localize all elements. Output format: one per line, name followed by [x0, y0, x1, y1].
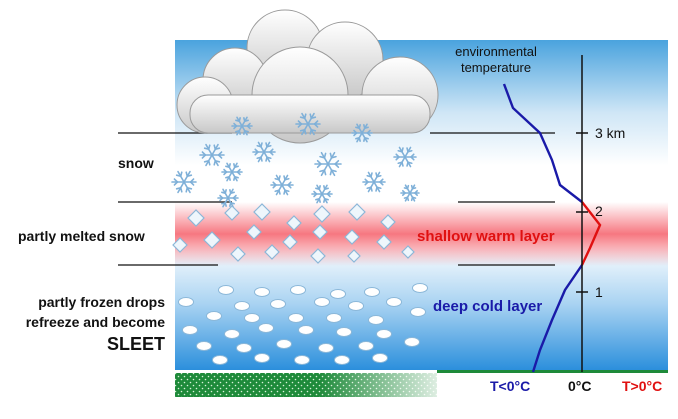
snowflake-icon: [295, 112, 321, 136]
sleet-pellet-icon: [372, 353, 388, 363]
sleet-pellet-icon: [270, 299, 286, 309]
melting-flake-icon: [187, 209, 205, 227]
snowflake-icon: [171, 170, 197, 194]
melting-flake-icon: [344, 229, 360, 245]
sleet-pellet-icon: [236, 343, 252, 353]
snowflake-icon: [231, 116, 253, 136]
snowflake-icon: [393, 146, 417, 168]
melting-flake-icon: [224, 205, 240, 221]
melting-flake-icon: [264, 244, 280, 260]
melting-flake-icon: [348, 203, 366, 221]
tick-label-2: 2: [595, 203, 603, 219]
sleet-pellet-icon: [298, 325, 314, 335]
melting-flake-icon: [401, 245, 415, 259]
sleet-pellet-icon: [314, 297, 330, 307]
melting-flake-icon: [253, 203, 271, 221]
melting-flake-icon: [230, 246, 246, 262]
label-cold-layer: deep cold layer: [433, 298, 543, 315]
sleet-pellet-icon: [348, 301, 364, 311]
sleet-pellet-icon: [294, 355, 310, 365]
snowflake-icon: [217, 188, 239, 208]
label-env-temp-1: environmental: [455, 44, 537, 59]
snowflake-icon: [314, 151, 342, 177]
melting-flake-icon: [313, 205, 331, 223]
sleet-pellet-icon: [258, 323, 274, 333]
melting-flake-icon: [376, 234, 392, 250]
sleet-pellet-icon: [276, 339, 292, 349]
snowflake-icon: [270, 174, 294, 196]
tick-label-1: 1: [595, 284, 603, 300]
sleet-pellet-icon: [290, 285, 306, 295]
sleet-pellet-icon: [178, 297, 194, 307]
melting-flake-icon: [312, 224, 328, 240]
label-frozen-line1: partly frozen drops: [38, 294, 165, 310]
melting-flake-icon: [172, 237, 188, 253]
snowflake-icon: [400, 184, 420, 202]
label-partly-melted: partly melted snow: [18, 228, 145, 244]
melting-flake-icon: [310, 248, 326, 264]
axis-label-below-zero: T<0°C: [490, 378, 531, 394]
sleet-pellet-icon: [288, 313, 304, 323]
sleet-pellet-icon: [182, 325, 198, 335]
melting-flake-icon: [380, 214, 396, 230]
sleet-pellet-icon: [386, 297, 402, 307]
melting-flake-icon: [347, 249, 361, 263]
label-snow: snow: [118, 155, 154, 171]
snowflake-icon: [221, 162, 243, 182]
snowflake-icon: [351, 123, 373, 143]
sleet-pellet-icon: [368, 315, 384, 325]
sleet-pellet-icon: [254, 353, 270, 363]
melting-flake-icon: [246, 224, 262, 240]
ground-fade: [175, 373, 437, 397]
label-env-temp-2: temperature: [460, 60, 532, 75]
snowflakes: [171, 112, 420, 208]
axis-label-zero: 0°C: [568, 378, 592, 394]
sleet-pellet-icon: [212, 355, 228, 365]
label-warm-layer: shallow warm layer: [417, 228, 555, 245]
sleet-pellet-icon: [218, 285, 234, 295]
snowflake-icon: [311, 184, 333, 204]
temperature-curve-cold-lower: [531, 264, 583, 373]
sleet-pellet-icon: [336, 327, 352, 337]
sleet-pellet-icon: [244, 313, 260, 323]
partly-melted-flakes: [172, 203, 415, 264]
sleet-pellet-icon: [410, 307, 426, 317]
temperature-curve-warm: [580, 201, 602, 266]
label-sleet: SLEET: [106, 334, 165, 354]
tick-label-3km: 3 km: [595, 125, 626, 141]
sleet-pellet-icon: [196, 341, 212, 351]
snowflake-icon: [199, 143, 225, 167]
sleet-pellet-icon: [206, 311, 222, 321]
sleet-pellets: [178, 283, 428, 365]
sleet-pellet-icon: [330, 289, 346, 299]
sleet-pellet-icon: [254, 287, 270, 297]
sleet-pellet-icon: [376, 329, 392, 339]
axis-label-above-zero: T>0°C: [622, 378, 663, 394]
snowflake-icon: [252, 141, 276, 163]
sleet-pellet-icon: [326, 313, 342, 323]
sleet-pellet-icon: [234, 301, 250, 311]
melting-flake-icon: [282, 234, 298, 250]
snowflake-icon: [362, 171, 386, 193]
label-frozen-line2: refreeze and become: [25, 314, 165, 330]
sleet-pellet-icon: [412, 283, 428, 293]
sleet-pellet-icon: [224, 329, 240, 339]
ground-line: [437, 370, 668, 373]
sleet-pellet-icon: [318, 343, 334, 353]
melting-flake-icon: [203, 231, 221, 249]
melting-flake-icon: [286, 215, 302, 231]
sleet-pellet-icon: [404, 337, 420, 347]
sleet-pellet-icon: [364, 287, 380, 297]
temperature-curve-cold-upper: [502, 83, 583, 203]
sleet-pellet-icon: [358, 341, 374, 351]
sleet-pellet-icon: [334, 355, 350, 365]
